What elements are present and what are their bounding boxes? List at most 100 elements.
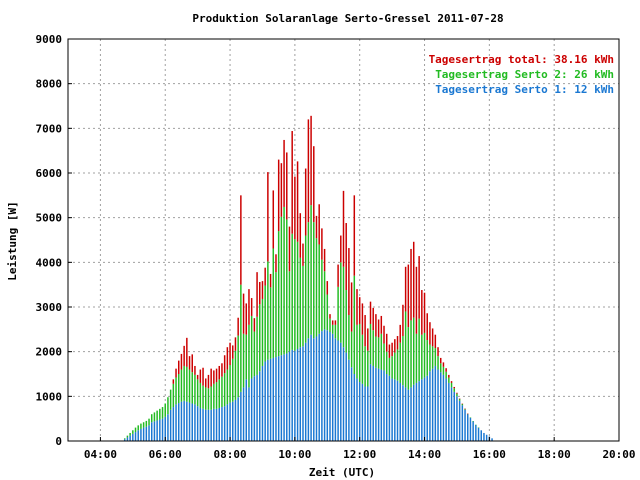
bar-segment-1	[412, 317, 415, 385]
bar-segment-1	[340, 262, 342, 343]
y-tick-label: 5000	[36, 212, 63, 225]
x-tick-label: 16:00	[473, 448, 506, 461]
bar-segment-2	[467, 413, 469, 415]
bar-segment-2	[396, 336, 399, 350]
bar-segment-0	[318, 333, 320, 441]
bar-segment-1	[183, 365, 185, 401]
bar-segment-2	[334, 320, 337, 325]
bar-segment-0	[367, 386, 369, 441]
bar-segment-1	[402, 336, 404, 386]
bar-segment-2	[218, 365, 220, 380]
bar-segment-2	[205, 378, 207, 388]
bar-segment-0	[475, 424, 477, 441]
bar-segment-1	[315, 238, 318, 337]
bar-segment-2	[226, 347, 229, 370]
bar-segment-2	[345, 223, 347, 291]
bar-segment-2	[445, 368, 447, 372]
plot-frame	[67, 38, 620, 442]
bar-segment-1	[437, 356, 439, 370]
bar-segment-0	[410, 387, 412, 441]
bar-segment-2	[183, 345, 185, 366]
bar-segment-0	[485, 434, 488, 441]
bar-segment-0	[350, 367, 353, 441]
legend-entry: Tagesertrag Serto 2: 26 kWh	[435, 68, 614, 81]
bar-segment-1	[442, 366, 445, 375]
bar-segment-0	[461, 405, 464, 441]
bar-segment-0	[439, 372, 442, 441]
bar-segment-0	[221, 407, 223, 441]
bar-segment-2	[210, 368, 212, 387]
bar-segment-1	[307, 222, 310, 339]
bar-segment-0	[245, 379, 248, 441]
bar-segment-1	[310, 205, 312, 335]
bar-segment-0	[167, 414, 169, 441]
x-tick-label: 18:00	[538, 448, 571, 461]
bar-segment-0	[491, 438, 493, 441]
bar-segment-1	[288, 271, 291, 352]
bar-segment-2	[253, 318, 256, 332]
bar-segment-1	[469, 417, 472, 418]
bar-segment-2	[326, 281, 329, 295]
bar-segment-0	[375, 367, 377, 441]
bar-segment-1	[218, 379, 220, 408]
bar-segment-0	[286, 353, 288, 441]
bar-segment-1	[353, 275, 356, 374]
bar-segment-0	[480, 430, 482, 441]
bar-segment-0	[337, 340, 339, 441]
bar-segment-0	[334, 338, 337, 441]
bar-segment-1	[186, 366, 188, 402]
bar-segment-0	[213, 408, 215, 441]
bar-segment-1	[345, 290, 347, 353]
bar-segment-0	[291, 349, 293, 441]
bar-segment-2	[172, 379, 175, 384]
bar-segment-0	[159, 419, 161, 441]
bar-segment-1	[445, 371, 447, 379]
bar-segment-0	[412, 384, 415, 441]
bar-segment-2	[196, 374, 199, 380]
chart-title: Produktion Solaranlage Serto-Gressel 201…	[192, 12, 503, 25]
bar-segment-2	[412, 241, 415, 318]
bar-segment-1	[375, 336, 377, 368]
bar-segment-0	[345, 352, 347, 441]
bar-segment-2	[280, 163, 283, 217]
bar-segment-2	[313, 146, 315, 223]
axis-ticks: 04:00 06:00 08:00 10:00 12:00 14:00 16:00 18:00…	[36, 33, 636, 461]
bar-segment-2	[191, 354, 193, 373]
bar-segment-0	[313, 338, 315, 441]
bar-segment-0	[348, 359, 350, 441]
bar-segment-1	[242, 333, 245, 388]
bar-segment-2	[229, 342, 231, 366]
bar-segment-1	[196, 379, 199, 407]
bar-segment-2	[385, 333, 388, 352]
bar-segment-0	[259, 371, 261, 441]
bar-segment-2	[394, 339, 396, 353]
bar-segment-2	[272, 190, 275, 249]
bar-segment-1	[383, 343, 385, 371]
bar-segment-0	[240, 391, 242, 441]
bar-segment-0	[283, 354, 285, 441]
bar-segment-0	[269, 358, 272, 441]
bar-segment-2	[380, 315, 383, 334]
bar-segment-0	[472, 421, 474, 441]
x-tick-label: 14:00	[408, 448, 441, 461]
bar-segment-0	[423, 377, 426, 441]
bar-segment-2	[337, 264, 339, 287]
bar-segment-1	[167, 397, 169, 415]
bar-segment-0	[188, 402, 191, 441]
bar-segment-0	[177, 403, 180, 441]
bar-segment-2	[356, 289, 358, 325]
bar-segment-1	[145, 420, 148, 427]
bar-segment-0	[148, 425, 150, 441]
bar-segment-1	[299, 257, 302, 348]
bar-segment-1	[334, 324, 337, 339]
y-tick-label: 2000	[36, 346, 63, 359]
bar-segment-2	[223, 355, 226, 374]
y-tick-label: 1000	[36, 390, 63, 403]
bar-segment-1	[434, 348, 437, 366]
bar-segment-1	[439, 363, 442, 373]
bar-segment-0	[364, 386, 366, 441]
bar-segment-1	[394, 352, 396, 380]
bar-segment-0	[275, 357, 277, 441]
bar-segment-1	[275, 272, 277, 358]
